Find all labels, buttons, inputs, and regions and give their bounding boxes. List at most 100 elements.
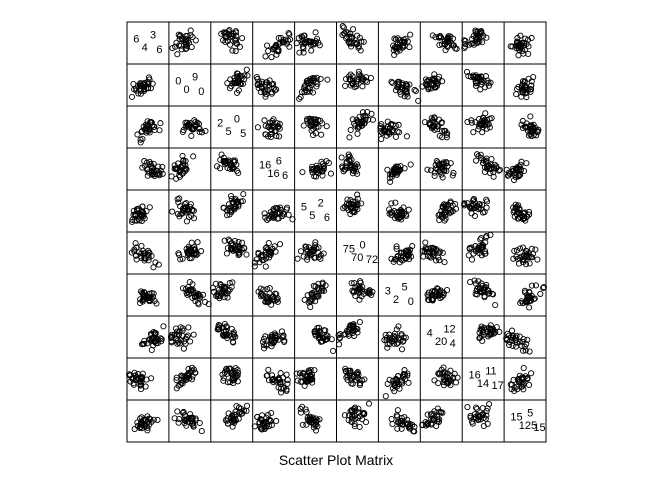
scatter-point <box>436 371 443 378</box>
scatter-point <box>251 263 258 270</box>
scatter-point <box>506 338 513 345</box>
scatter-point <box>187 27 194 34</box>
scatter-point <box>309 248 316 255</box>
scatter-point <box>528 245 535 252</box>
scatter-point <box>484 287 491 294</box>
scatter-point <box>189 373 196 380</box>
scatter-point <box>477 416 484 423</box>
scatter-point <box>395 80 402 87</box>
scatter-point <box>305 37 312 44</box>
scatter-point <box>514 376 521 383</box>
scatter-point <box>525 132 533 139</box>
scatter-point <box>169 44 176 52</box>
scatter-point <box>444 374 451 381</box>
diagonal-tick-label: 15 <box>510 412 522 424</box>
scatter-point <box>265 240 272 247</box>
scatter-point <box>396 129 403 136</box>
scatter-point <box>475 38 482 45</box>
scatter-point <box>436 289 443 296</box>
scatter-point <box>220 328 227 335</box>
scatter-point <box>388 255 395 262</box>
scatter-point <box>299 40 306 47</box>
scatter-point <box>521 257 528 264</box>
scatter-point <box>173 385 180 392</box>
scatter-point <box>470 129 477 136</box>
scatter-point <box>316 42 323 49</box>
scatter-point <box>224 245 231 252</box>
diagonal-tick-label: 5 <box>401 282 407 294</box>
scatter-point <box>523 94 530 101</box>
scatter-point <box>518 342 525 349</box>
scatter-point <box>484 420 491 427</box>
scatter-point <box>404 38 411 45</box>
scatter-point <box>519 47 526 54</box>
scatter-point <box>229 199 237 206</box>
scatter-point <box>398 425 405 432</box>
scatter-point <box>285 30 292 37</box>
scatter-point <box>478 325 485 332</box>
scatter-point <box>357 278 364 285</box>
scatter-point <box>388 415 395 423</box>
diagonal-tick-label: 4 <box>427 328 433 340</box>
scatter-point <box>474 405 481 412</box>
scatter-point <box>347 126 354 134</box>
scatter-point <box>317 252 324 259</box>
scatter-point <box>354 200 361 207</box>
scatter-point <box>134 207 141 214</box>
scatter-point <box>515 83 522 90</box>
scatter-point <box>437 409 445 416</box>
scatter-point <box>139 370 146 377</box>
scatter-point <box>304 116 311 123</box>
scatter-point <box>392 133 399 140</box>
scatter-point <box>264 297 271 304</box>
scatter-point <box>388 78 395 85</box>
scatter-point <box>384 380 391 387</box>
scatter-point <box>394 170 401 177</box>
scatter-point <box>195 301 202 308</box>
scatter-point <box>271 123 278 130</box>
scatter-point <box>309 165 316 172</box>
scatter-point <box>365 290 372 297</box>
diagonal-tick-label: 17 <box>492 380 504 392</box>
scatter-point <box>513 332 520 340</box>
scatter-point <box>187 32 194 39</box>
scatter-point <box>476 413 483 420</box>
scatter-point <box>300 32 307 39</box>
scatter-point <box>346 40 353 47</box>
scatter-point <box>142 383 149 390</box>
scatter-point <box>437 295 444 302</box>
scatter-point <box>177 324 184 331</box>
scatter-point <box>405 206 412 213</box>
scatter-point <box>176 42 183 49</box>
scatter-point <box>143 129 150 136</box>
scatter-point <box>229 80 236 87</box>
scatter-point <box>311 254 318 261</box>
scatter-point <box>215 326 223 333</box>
scatter-point <box>263 42 271 49</box>
scatter-point <box>185 324 192 331</box>
scatter-point <box>439 134 446 141</box>
scatter-point <box>386 174 393 182</box>
scatter-point <box>350 326 357 333</box>
scatter-point <box>320 163 327 170</box>
scatter-point <box>398 346 406 353</box>
scatter-point <box>286 43 293 50</box>
scatter-point <box>311 173 318 180</box>
scatter-point <box>187 338 194 345</box>
scatter-point <box>381 337 388 344</box>
scatter-point <box>518 158 525 165</box>
scatter-point <box>271 337 278 345</box>
scatter-point <box>522 217 529 224</box>
scatter-point <box>258 426 265 433</box>
diagonal-tick-label: 125 <box>519 420 537 432</box>
scatter-point <box>477 412 485 419</box>
scatter-point <box>188 364 196 371</box>
scatter-point <box>198 129 206 136</box>
scatter-point <box>300 253 307 260</box>
scatter-point <box>269 214 276 221</box>
scatter-point <box>461 200 468 207</box>
scatter-point <box>537 290 544 297</box>
scatter-point <box>128 93 136 100</box>
scatter-point <box>283 204 291 211</box>
scatter-point <box>233 40 241 47</box>
